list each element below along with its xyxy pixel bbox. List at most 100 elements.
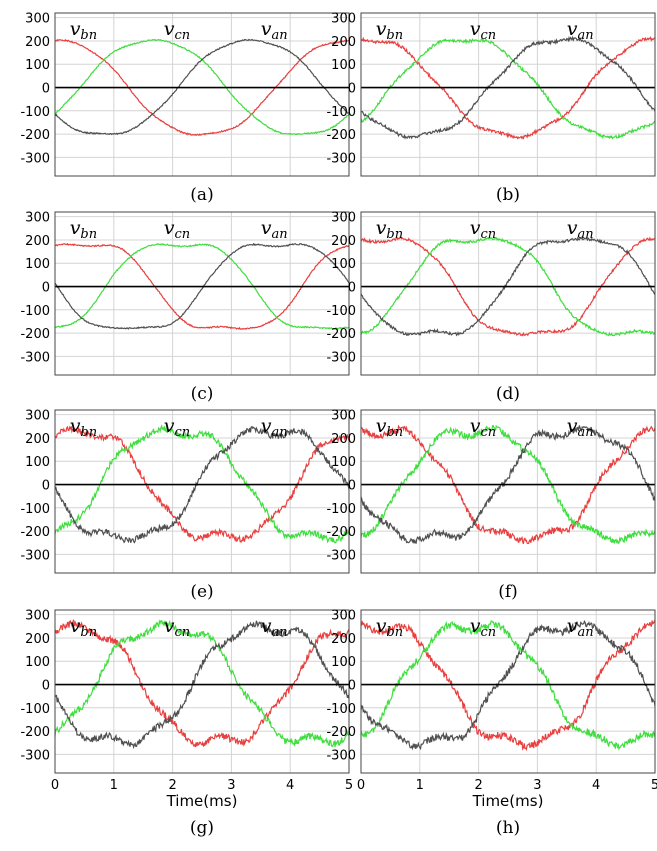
- voltage-label-an: van: [261, 415, 288, 440]
- voltage-label-cn: vcn: [470, 415, 496, 440]
- y-tick-label: 200: [25, 632, 50, 647]
- x-tick-label: 0: [51, 778, 59, 793]
- y-tick-label: -200: [20, 128, 50, 143]
- y-tick-label: 100: [25, 655, 50, 670]
- y-tick-label: 300: [331, 211, 356, 226]
- voltage-label-bn: vbn: [70, 615, 97, 640]
- plot-frame: [54, 409, 350, 574]
- voltage-label-bn: vbn: [70, 415, 97, 440]
- y-tick-label: -300: [326, 748, 356, 763]
- series-line: [360, 36, 656, 140]
- series-line: [360, 620, 656, 751]
- plot-area: [55, 410, 349, 573]
- x-tick-label: 3: [533, 778, 541, 793]
- plot-area: [361, 13, 655, 176]
- voltage-label-cn: vcn: [470, 615, 496, 640]
- y-tick-label: -100: [326, 502, 356, 517]
- panel-b: 300 200 100 0 -100 -200 -300 vbn vcn van (b): [326, 12, 656, 205]
- y-tick-label: -100: [20, 105, 50, 120]
- y-tick-label: 100: [331, 455, 356, 470]
- series-line: [54, 243, 350, 330]
- plot-area: [361, 410, 655, 573]
- voltage-label-cn: vcn: [164, 415, 190, 440]
- y-tick-label: -200: [326, 128, 356, 143]
- x-tick-label: 1: [416, 778, 424, 793]
- y-tick-label: 200: [25, 234, 50, 249]
- y-tick-label: 300: [25, 12, 50, 27]
- series-line: [54, 425, 350, 544]
- y-tick-label: 0: [42, 281, 50, 296]
- voltage-label-an: van: [261, 18, 288, 43]
- y-tick-label: 0: [42, 679, 50, 694]
- y-tick-label: 200: [331, 632, 356, 647]
- panel-caption: (f): [498, 582, 518, 602]
- y-tick-label: -100: [326, 304, 356, 319]
- panel-e: 300 200 100 0 -100 -200 -300 vbn vcn van (e): [20, 409, 350, 602]
- panel-caption: (b): [496, 185, 520, 205]
- series-line: [54, 424, 350, 544]
- y-tick-label: 100: [25, 455, 50, 470]
- plot-area: [361, 212, 655, 375]
- series-line: [54, 242, 350, 330]
- series-line: [360, 425, 656, 544]
- plot-frame: [360, 609, 656, 774]
- series-line: [360, 236, 656, 337]
- y-tick-label: -200: [20, 725, 50, 740]
- y-tick-label: 0: [348, 82, 356, 97]
- y-tick-label: 200: [331, 234, 356, 249]
- x-tick-label: 4: [286, 778, 294, 793]
- panel-caption: (h): [496, 818, 520, 838]
- plot-frame: [54, 12, 350, 177]
- x-axis-label: Time(ms): [472, 792, 544, 810]
- x-tick-label: 0: [357, 778, 365, 793]
- x-tick-label: 5: [651, 778, 657, 793]
- voltage-label-bn: vbn: [376, 18, 403, 43]
- y-tick-label: 300: [25, 211, 50, 226]
- x-axis-label: Time(ms): [166, 792, 238, 810]
- x-tick-label: 3: [227, 778, 235, 793]
- panel-caption: (c): [191, 384, 214, 404]
- voltage-label-cn: vcn: [164, 615, 190, 640]
- series-line: [54, 619, 350, 748]
- y-tick-label: 200: [25, 35, 50, 50]
- panel-caption: (e): [190, 582, 213, 602]
- series-line: [54, 618, 350, 748]
- y-tick-label: -200: [326, 327, 356, 342]
- x-tick-label: 2: [168, 778, 176, 793]
- y-tick-label: 0: [348, 679, 356, 694]
- y-tick-label: -300: [20, 350, 50, 365]
- voltage-label-bn: vbn: [70, 217, 97, 242]
- panel-a: 300 200 100 0 -100 -200 -300 vbn vcn van (a): [20, 12, 350, 205]
- panel-c: 300 200 100 0 -100 -200 -300 vbn vcn van (c): [20, 211, 350, 404]
- panel-caption: (d): [496, 384, 520, 404]
- series-line: [360, 620, 656, 752]
- y-tick-label: 200: [331, 432, 356, 447]
- plot-area: [55, 13, 349, 176]
- y-tick-label: -100: [20, 304, 50, 319]
- y-tick-label: -100: [326, 105, 356, 120]
- series-line: [360, 236, 656, 337]
- y-tick-label: 0: [348, 479, 356, 494]
- series-line: [360, 35, 656, 140]
- y-tick-label: -100: [20, 702, 50, 717]
- series-line: [360, 424, 656, 545]
- y-tick-label: -300: [326, 548, 356, 563]
- y-tick-label: 300: [331, 609, 356, 624]
- y-tick-label: -100: [326, 702, 356, 717]
- y-tick-label: -300: [20, 151, 50, 166]
- voltage-label-an: van: [567, 415, 594, 440]
- voltage-label-cn: vcn: [164, 217, 190, 242]
- y-tick-label: -200: [20, 327, 50, 342]
- x-tick-label: 1: [110, 778, 118, 793]
- y-tick-label: 100: [331, 257, 356, 272]
- voltage-label-cn: vcn: [470, 217, 496, 242]
- y-tick-label: 300: [25, 409, 50, 424]
- series-line: [54, 242, 350, 330]
- y-tick-label: -300: [326, 350, 356, 365]
- series-line: [360, 236, 656, 337]
- voltage-label-an: van: [261, 615, 288, 640]
- series-line: [360, 619, 656, 751]
- series-line: [360, 38, 656, 140]
